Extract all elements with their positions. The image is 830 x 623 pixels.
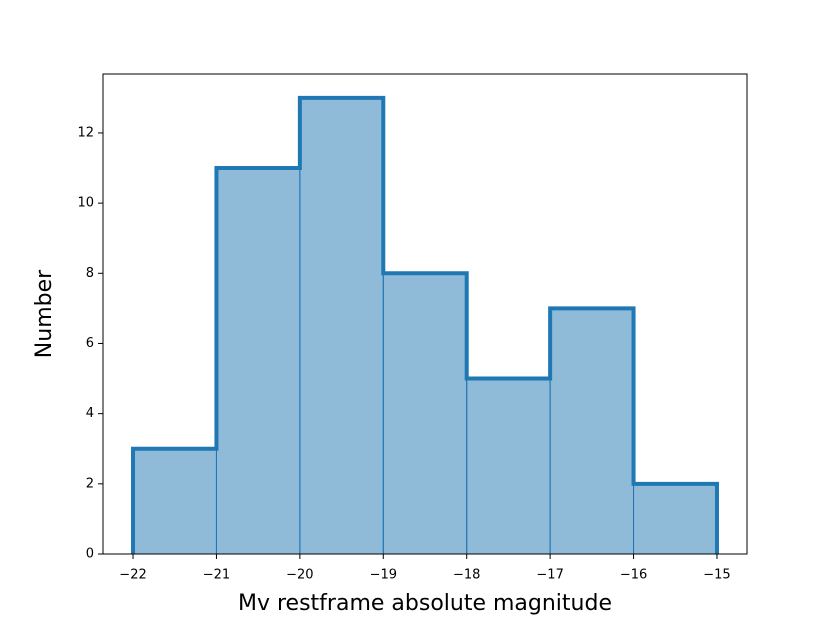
plot-frame [102, 73, 748, 555]
y-tick-label: 2 [86, 476, 94, 491]
bar [132, 448, 217, 555]
y-tick-label: 6 [86, 336, 94, 351]
x-tick-label: −18 [453, 568, 480, 583]
y-axis-label: Number [32, 269, 57, 358]
y-tick-label: 4 [86, 406, 94, 421]
y-tick-label: 12 [77, 125, 94, 140]
x-axis-label: Mv restframe absolute magnitude [238, 591, 612, 616]
y-tick-label: 0 [86, 547, 94, 562]
step-outline [131, 95, 719, 554]
x-tick-label: −22 [119, 568, 146, 583]
x-tick-label: −21 [203, 568, 230, 583]
bar [549, 307, 635, 555]
bar [215, 167, 301, 555]
bar [299, 97, 384, 555]
x-tick-label: −19 [370, 568, 397, 583]
bar [466, 378, 551, 555]
x-tick-label: −16 [620, 568, 647, 583]
x-tick-label: −17 [536, 568, 563, 583]
y-tick-label: 8 [86, 266, 94, 281]
bar [633, 483, 718, 555]
bar [382, 272, 468, 555]
y-tick-label: 10 [77, 196, 94, 211]
x-tick-label: −15 [703, 568, 730, 583]
x-tick-label: −20 [286, 568, 313, 583]
